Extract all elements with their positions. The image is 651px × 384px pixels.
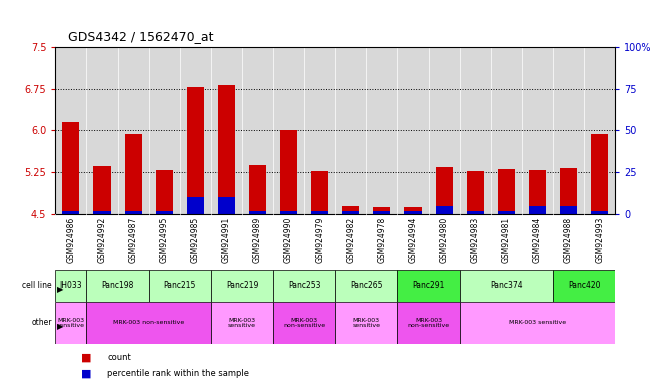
Bar	[280, 210, 297, 214]
Bar	[311, 210, 328, 214]
Bar	[529, 170, 546, 214]
Bar	[94, 210, 111, 214]
Bar	[249, 165, 266, 214]
Bar	[467, 210, 484, 214]
Text: GSM924978: GSM924978	[378, 217, 387, 263]
Text: GSM924982: GSM924982	[346, 217, 355, 263]
Text: GSM924985: GSM924985	[191, 217, 200, 263]
Text: GSM924989: GSM924989	[253, 217, 262, 263]
Text: Panc253: Panc253	[288, 281, 320, 290]
Text: ▶: ▶	[57, 322, 63, 331]
Bar	[553, 270, 615, 302]
Bar	[335, 302, 398, 344]
Bar	[404, 210, 422, 214]
Bar	[156, 210, 173, 214]
Text: Panc374: Panc374	[490, 281, 523, 290]
Text: MRK-003
non-sensitive: MRK-003 non-sensitive	[408, 318, 450, 328]
Bar	[460, 270, 553, 302]
Bar	[374, 210, 391, 214]
Bar	[311, 171, 328, 214]
Bar	[529, 205, 546, 214]
Text: GSM924984: GSM924984	[533, 217, 542, 263]
Text: GSM924995: GSM924995	[159, 217, 169, 263]
Bar	[211, 270, 273, 302]
Bar	[156, 170, 173, 214]
Text: GSM924988: GSM924988	[564, 217, 573, 263]
Bar	[342, 205, 359, 214]
Text: percentile rank within the sample: percentile rank within the sample	[107, 369, 249, 378]
Text: GSM924994: GSM924994	[409, 217, 417, 263]
Bar	[62, 210, 79, 214]
Text: Panc265: Panc265	[350, 281, 383, 290]
Bar	[335, 270, 398, 302]
Text: GSM924980: GSM924980	[439, 217, 449, 263]
Bar	[467, 171, 484, 214]
Bar	[62, 122, 79, 214]
Text: ▶: ▶	[57, 285, 63, 294]
Text: Panc219: Panc219	[226, 281, 258, 290]
Bar	[404, 207, 422, 214]
Bar	[187, 87, 204, 214]
Bar	[148, 270, 211, 302]
Bar	[342, 210, 359, 214]
Bar	[87, 270, 148, 302]
Text: ■: ■	[81, 369, 92, 379]
Text: Panc291: Panc291	[412, 281, 445, 290]
Bar	[436, 167, 452, 214]
Text: GSM924983: GSM924983	[471, 217, 480, 263]
Text: Panc420: Panc420	[568, 281, 600, 290]
Text: GSM924993: GSM924993	[595, 217, 604, 263]
Bar	[55, 270, 87, 302]
Bar	[560, 205, 577, 214]
Text: Panc215: Panc215	[163, 281, 196, 290]
Bar	[560, 168, 577, 214]
Text: MRK-003
sensitive: MRK-003 sensitive	[228, 318, 256, 328]
Text: MRK-003
sensitive: MRK-003 sensitive	[352, 318, 380, 328]
Bar	[398, 302, 460, 344]
Text: GDS4342 / 1562470_at: GDS4342 / 1562470_at	[68, 30, 214, 43]
Text: GSM924979: GSM924979	[315, 217, 324, 263]
Bar	[94, 166, 111, 214]
Bar	[436, 205, 452, 214]
Bar	[460, 302, 615, 344]
Text: MRK-003
sensitive: MRK-003 sensitive	[57, 318, 85, 328]
Text: GSM924992: GSM924992	[98, 217, 107, 263]
Bar	[591, 134, 608, 214]
Text: other: other	[32, 318, 52, 328]
Text: count: count	[107, 353, 131, 362]
Text: GSM924981: GSM924981	[502, 217, 511, 263]
Bar	[249, 210, 266, 214]
Bar	[218, 197, 235, 214]
Text: MRK-003
non-sensitive: MRK-003 non-sensitive	[283, 318, 326, 328]
Text: MRK-003 non-sensitive: MRK-003 non-sensitive	[113, 320, 184, 326]
Bar	[273, 302, 335, 344]
Bar	[374, 207, 391, 214]
Bar	[55, 302, 87, 344]
Bar	[87, 302, 211, 344]
Bar	[591, 210, 608, 214]
Text: GSM924990: GSM924990	[284, 217, 293, 263]
Bar	[187, 197, 204, 214]
Text: GSM924991: GSM924991	[222, 217, 231, 263]
Bar	[398, 270, 460, 302]
Text: GSM924986: GSM924986	[66, 217, 76, 263]
Text: JH033: JH033	[60, 281, 82, 290]
Bar	[498, 169, 515, 214]
Text: MRK-003 sensitive: MRK-003 sensitive	[509, 320, 566, 326]
Bar	[498, 210, 515, 214]
Bar	[280, 131, 297, 214]
Text: GSM924987: GSM924987	[129, 217, 137, 263]
Bar	[124, 134, 142, 214]
Bar	[211, 302, 273, 344]
Text: cell line: cell line	[22, 281, 52, 290]
Bar	[273, 270, 335, 302]
Bar	[218, 85, 235, 214]
Bar	[124, 210, 142, 214]
Text: ■: ■	[81, 353, 92, 363]
Text: Panc198: Panc198	[102, 281, 133, 290]
